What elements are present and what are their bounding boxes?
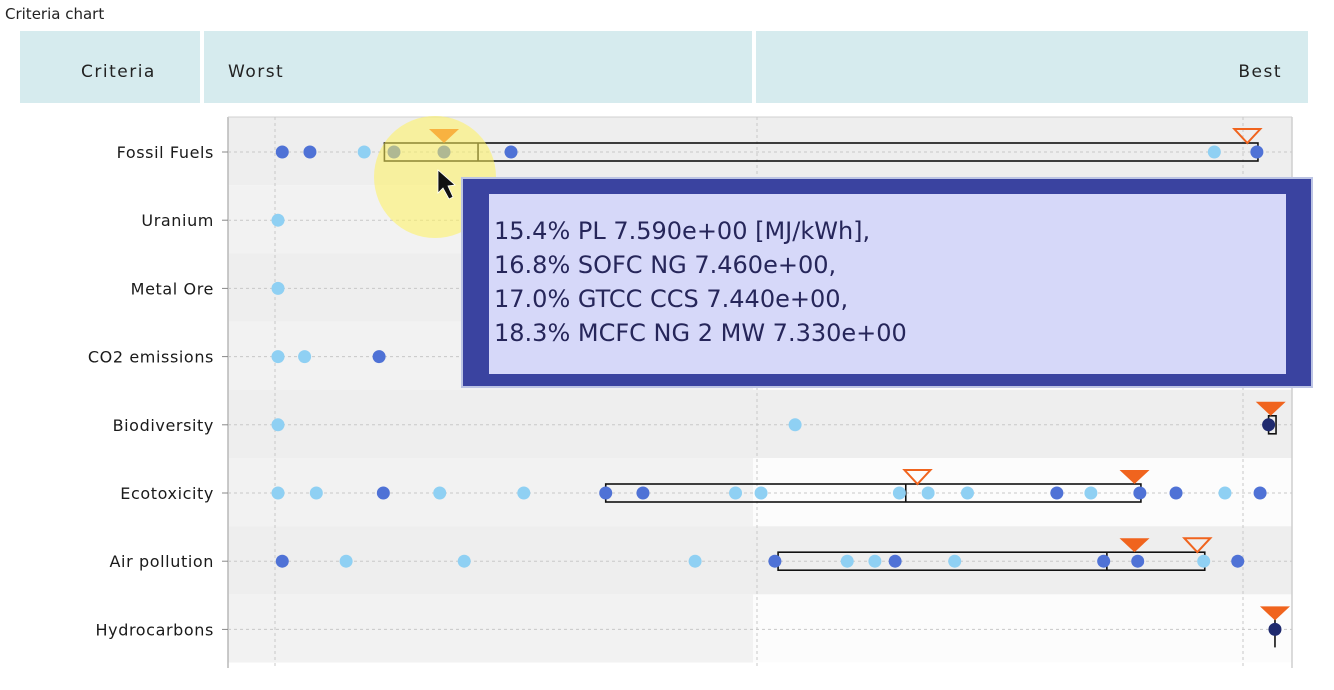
data-point-fossil-fuels-2	[303, 145, 317, 159]
data-point-ecotoxicity-16	[1169, 486, 1183, 500]
value-tooltip: 15.4% PL 7.590e+00 [MJ/kWh], 16.8% SOFC …	[461, 177, 1313, 388]
data-point-air-pollution-11	[1131, 554, 1145, 568]
data-point-ecotoxicity-3	[376, 486, 390, 500]
row-band-right-ecotoxicity	[753, 458, 1292, 527]
row-band-right-hydrocarbons	[753, 594, 1292, 663]
tooltip-content	[489, 194, 1286, 374]
tooltip-line-1: 15.4% PL 7.590e+00 [MJ/kWh],	[494, 217, 871, 245]
filled-marker-hydrocarbons	[1259, 606, 1290, 621]
data-point-fossil-fuels-8	[1250, 145, 1264, 159]
data-point-hydrocarbons-1	[1268, 622, 1282, 636]
hollow-marker-ecotoxicity	[902, 469, 933, 486]
filled-marker-ecotoxicity	[1119, 470, 1150, 484]
row-band-biodiversity	[228, 389, 1292, 458]
data-point-ecotoxicity-2	[309, 486, 323, 500]
data-point-uranium-1	[271, 213, 285, 227]
data-point-fossil-fuels-6	[504, 145, 518, 159]
filled-marker-biodiversity	[1255, 401, 1286, 416]
data-point-fossil-fuels-7	[1207, 145, 1221, 159]
data-point-co2-emissions-1	[271, 350, 285, 364]
data-point-ecotoxicity-6	[599, 486, 613, 500]
data-point-air-pollution-9	[948, 554, 962, 568]
data-point-ecotoxicity-8	[729, 486, 743, 500]
data-point-co2-emissions-3	[372, 350, 386, 364]
best-header-label: Best	[1238, 62, 1282, 82]
data-point-ecotoxicity-1	[271, 486, 285, 500]
data-point-biodiversity-3	[1262, 418, 1276, 432]
hollow-marker-air-pollution	[1182, 537, 1213, 554]
data-point-ecotoxicity-7	[636, 486, 650, 500]
data-point-metal-ore-1	[271, 281, 285, 295]
data-point-ecotoxicity-13	[1050, 486, 1064, 500]
data-point-air-pollution-10	[1097, 554, 1111, 568]
tooltip-line-4: 18.3% MCFC NG 2 MW 7.330e+00	[494, 319, 907, 347]
data-point-ecotoxicity-12	[960, 486, 974, 500]
data-point-ecotoxicity-10	[892, 486, 906, 500]
criteria-label-metal-ore: Metal Ore	[131, 279, 214, 298]
criteria-column-header: Criteria	[20, 31, 200, 103]
data-point-air-pollution-4	[688, 554, 702, 568]
data-point-ecotoxicity-4	[433, 486, 447, 500]
data-point-air-pollution-8	[888, 554, 902, 568]
data-points	[271, 145, 1282, 636]
data-point-biodiversity-2	[788, 418, 802, 432]
data-point-fossil-fuels-3	[357, 145, 371, 159]
data-point-ecotoxicity-11	[921, 486, 935, 500]
data-point-air-pollution-5	[768, 554, 782, 568]
data-point-ecotoxicity-18	[1253, 486, 1267, 500]
data-point-ecotoxicity-17	[1218, 486, 1232, 500]
criteria-labels: Fossil Fuels Uranium Metal Ore CO2 emission…	[88, 143, 214, 639]
data-point-air-pollution-2	[339, 554, 353, 568]
worst-header-label: Worst	[228, 62, 285, 82]
panel-title: Criteria chart	[5, 5, 105, 23]
mouse-cursor-icon	[437, 169, 456, 200]
data-point-fossil-fuels-1	[275, 145, 289, 159]
criteria-label-biodiversity: Biodiversity	[113, 416, 214, 435]
row-band-air-pollution	[228, 526, 1292, 595]
data-point-air-pollution-13	[1231, 554, 1245, 568]
data-point-air-pollution-1	[275, 554, 289, 568]
data-point-air-pollution-6	[840, 554, 854, 568]
worst-column-header: Worst	[204, 31, 752, 103]
criteria-label-fossil-fuels: Fossil Fuels	[117, 143, 214, 162]
criteria-label-hydrocarbons: Hydrocarbons	[96, 620, 214, 639]
row-band-ecotoxicity	[228, 458, 753, 527]
data-point-air-pollution-7	[868, 554, 882, 568]
data-point-air-pollution-3	[457, 554, 471, 568]
tooltip-line-2: 16.8% SOFC NG 7.460e+00,	[494, 251, 837, 279]
criteria-header-label: Criteria	[81, 62, 156, 82]
row-band-hydrocarbons	[228, 594, 753, 663]
data-point-co2-emissions-2	[298, 350, 312, 364]
criteria-label-air-pollution: Air pollution	[110, 552, 214, 571]
filled-marker-air-pollution	[1119, 538, 1150, 553]
data-point-ecotoxicity-9	[754, 486, 768, 500]
criteria-label-uranium: Uranium	[141, 211, 214, 230]
tooltip-line-3: 17.0% GTCC CCS 7.440e+00,	[494, 285, 849, 313]
data-point-ecotoxicity-15	[1133, 486, 1147, 500]
criteria-label-ecotoxicity: Ecotoxicity	[120, 484, 214, 503]
data-point-ecotoxicity-5	[517, 486, 531, 500]
hollow-marker-fossil-fuels	[1232, 128, 1263, 145]
data-point-ecotoxicity-14	[1084, 486, 1098, 500]
data-point-biodiversity-1	[271, 418, 285, 432]
data-point-air-pollution-12	[1197, 554, 1211, 568]
criteria-label-co2-emissions: CO2 emissions	[88, 348, 214, 367]
best-column-header: Best	[756, 31, 1308, 103]
